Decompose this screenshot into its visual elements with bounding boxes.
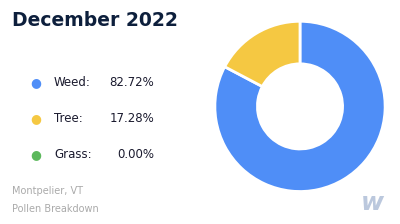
Text: ●: ●: [30, 112, 42, 125]
Text: 17.28%: 17.28%: [109, 112, 154, 125]
Text: Montpelier, VT: Montpelier, VT: [12, 186, 83, 196]
Text: 82.72%: 82.72%: [109, 76, 154, 89]
Wedge shape: [215, 21, 385, 192]
Text: ●: ●: [30, 148, 42, 161]
Text: ●: ●: [30, 76, 42, 89]
Wedge shape: [225, 21, 300, 86]
Text: 0.00%: 0.00%: [117, 148, 154, 161]
Text: Pollen Breakdown: Pollen Breakdown: [12, 204, 99, 214]
Text: December 2022: December 2022: [12, 11, 178, 30]
Text: Weed:: Weed:: [54, 76, 91, 89]
Text: w: w: [361, 191, 384, 215]
Text: Grass:: Grass:: [54, 148, 92, 161]
Text: Tree:: Tree:: [54, 112, 83, 125]
